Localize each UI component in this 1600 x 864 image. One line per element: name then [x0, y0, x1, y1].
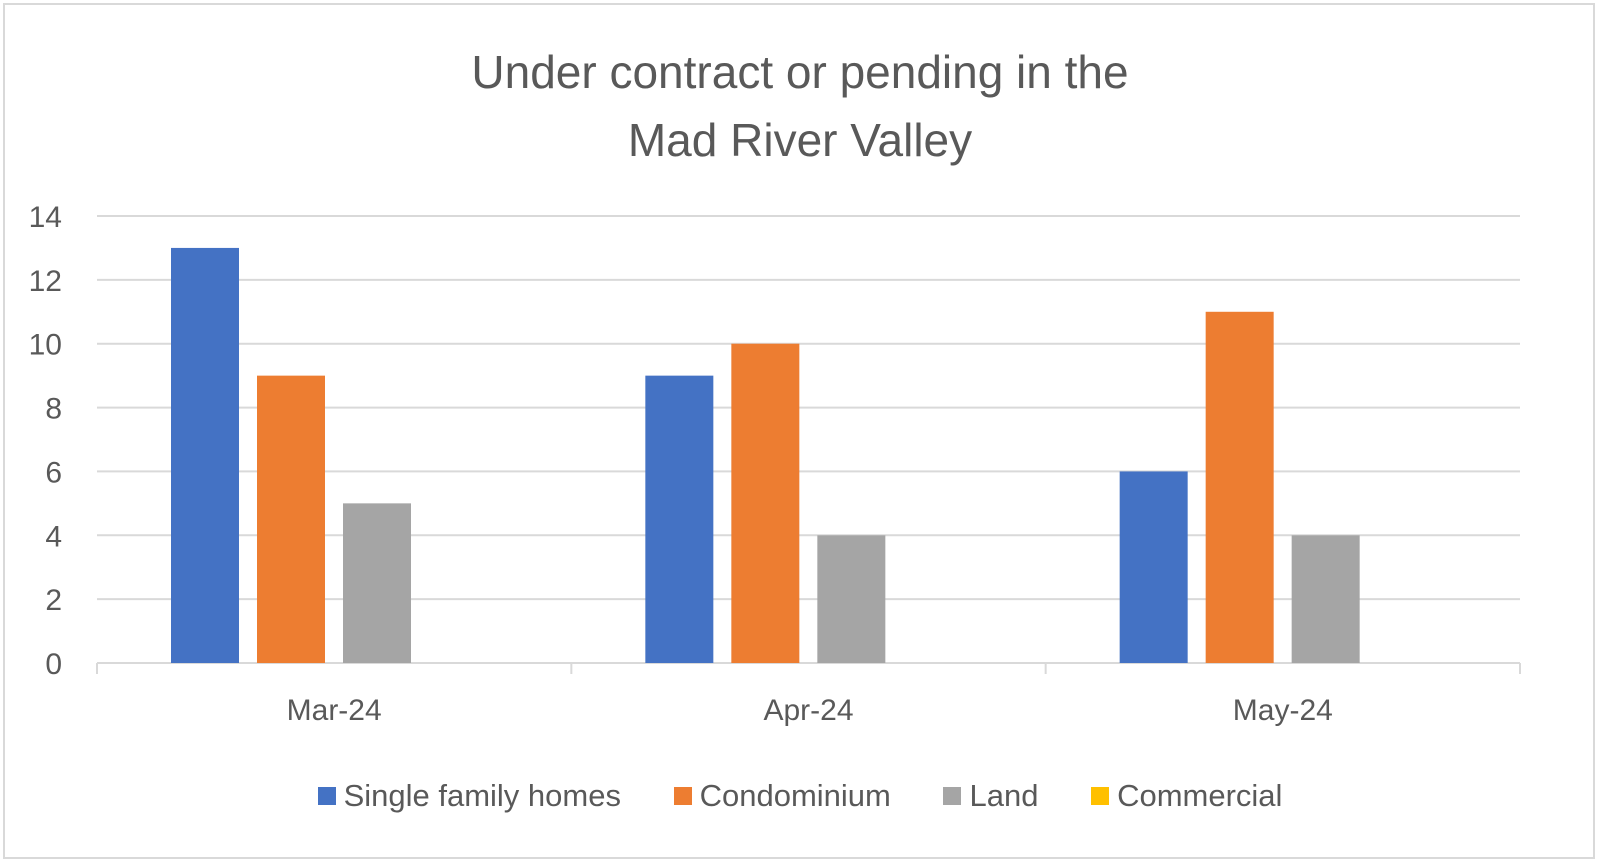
bar-condominium-may-24 [1205, 311, 1274, 663]
legend-label-land: Land [969, 778, 1039, 813]
bar-land-apr-24 [817, 535, 886, 663]
bar-single-family-homes-apr-24 [645, 375, 714, 663]
x-tick-label-mar-24: Mar-24 [287, 694, 382, 727]
y-tick-label-6: 6 [45, 456, 62, 489]
legend-swatch-single-family-homes [317, 787, 336, 805]
y-tick-label-8: 8 [45, 393, 62, 426]
y-tick-label-4: 4 [45, 520, 62, 553]
bar-single-family-homes-mar-24 [171, 247, 239, 663]
legend-item-commercial: Commercial [1091, 778, 1282, 814]
x-tick-label-may-24: May-24 [1233, 694, 1333, 727]
legend-swatch-land [943, 787, 962, 805]
legend-item-single-family-homes: Single family homes [317, 778, 621, 814]
chart-legend: Single family homes Condominium Land Com… [0, 778, 1600, 814]
bar-condominium-mar-24 [257, 375, 325, 663]
chart-title-line-1: Under contract or pending in the [471, 46, 1129, 98]
legend-swatch-commercial [1091, 787, 1110, 805]
legend-item-land: Land [943, 778, 1038, 814]
legend-label-condominium: Condominium [699, 778, 891, 813]
bar-land-mar-24 [343, 503, 411, 663]
y-tick-label-10: 10 [29, 329, 62, 362]
chart-title: Under contract or pending in the Mad Riv… [0, 38, 1600, 174]
legend-swatch-condominium [673, 787, 692, 805]
bar-land-may-24 [1291, 535, 1360, 663]
legend-label-single-family-homes: Single family homes [343, 778, 621, 813]
x-tick-label-apr-24: Apr-24 [763, 694, 853, 727]
legend-item-condominium: Condominium [673, 778, 891, 814]
y-tick-label-14: 14 [29, 201, 62, 234]
y-tick-label-2: 2 [45, 584, 62, 617]
y-tick-label-12: 12 [29, 265, 62, 298]
chart-title-line-2: Mad River Valley [627, 114, 973, 166]
bar-condominium-apr-24 [731, 343, 800, 663]
y-tick-label-0: 0 [45, 648, 62, 681]
bar-single-family-homes-may-24 [1119, 471, 1188, 663]
legend-label-commercial: Commercial [1117, 778, 1283, 813]
